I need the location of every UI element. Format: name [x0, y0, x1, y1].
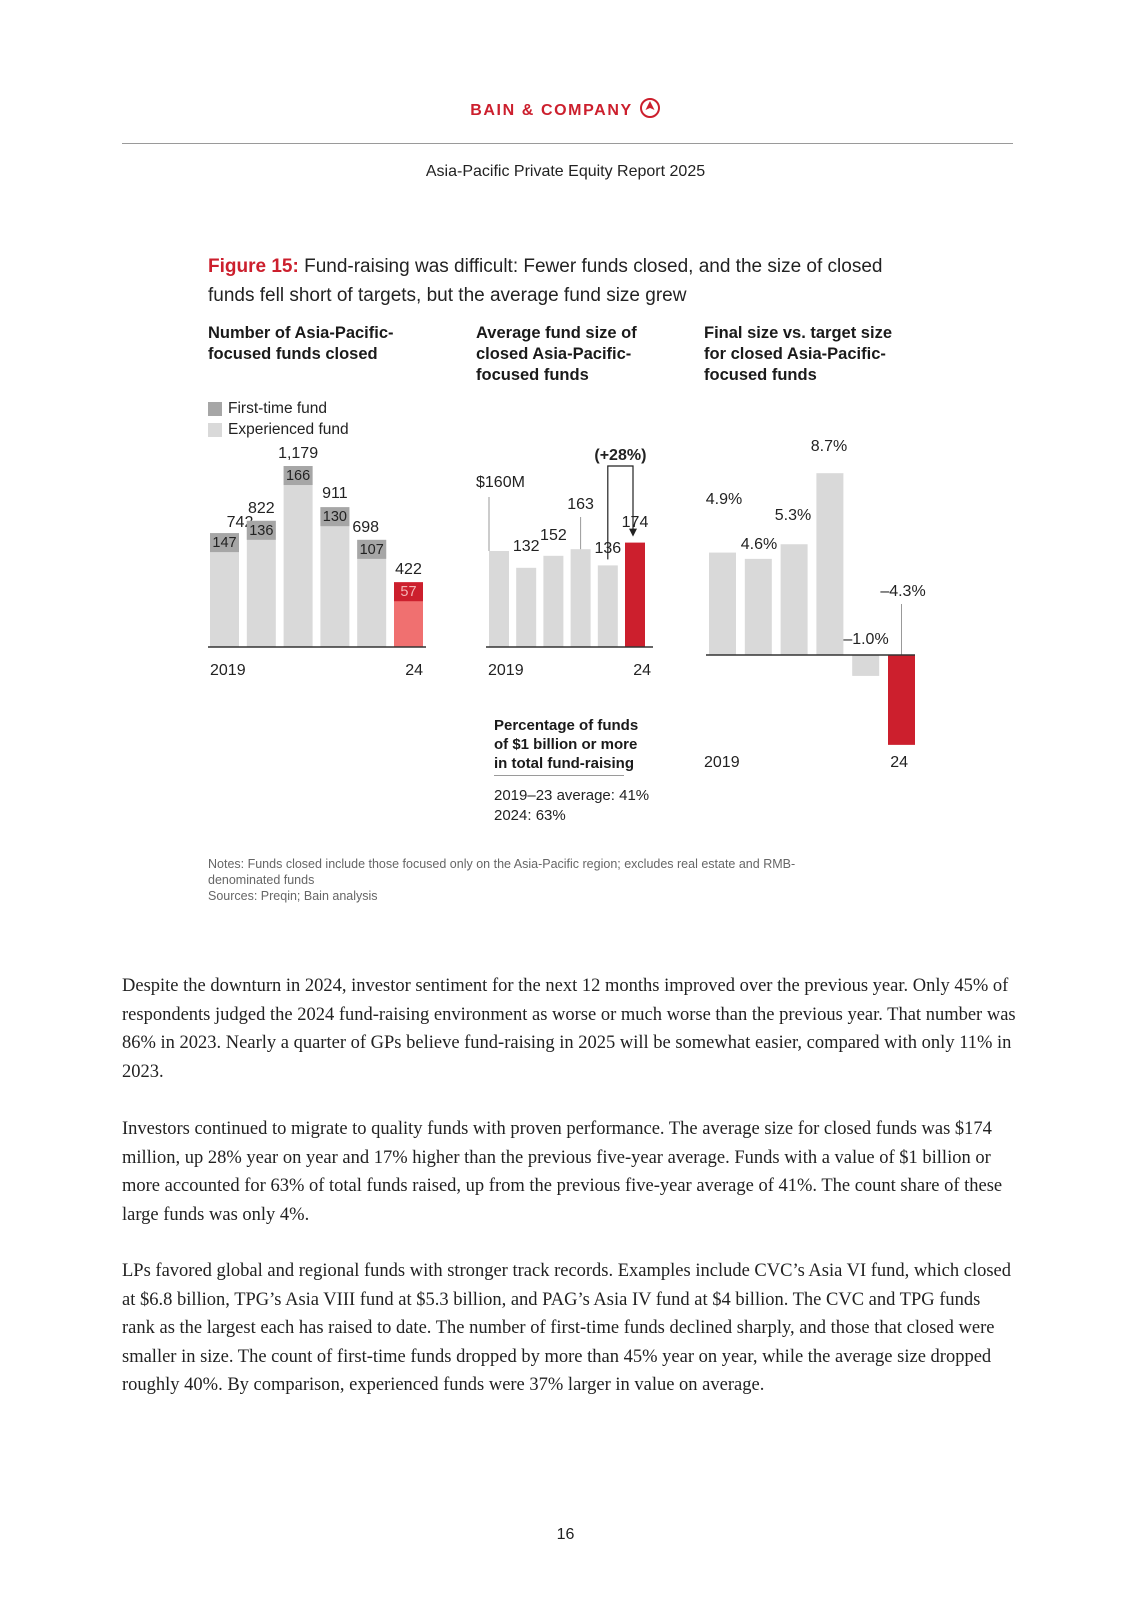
bar-total-label: 911 — [322, 485, 348, 502]
bar-experienced — [246, 520, 276, 647]
bar-first-time — [394, 582, 423, 602]
change-label: (+28%) — [594, 447, 646, 464]
brand-logo: BAIN & COMPANY — [0, 97, 1131, 120]
bar-experienced — [283, 466, 313, 647]
bar-average-size — [570, 549, 591, 647]
legend-item-first-time: First-time fund — [208, 398, 349, 419]
legend-label: First-time fund — [228, 399, 328, 417]
bar-first-time — [357, 539, 387, 559]
bar-value-label: 152 — [540, 527, 567, 544]
panel3-title-line: for closed Asia-Pacific- — [704, 345, 886, 363]
bar-value-label: 132 — [513, 538, 540, 555]
bar-final-vs-target — [888, 655, 915, 745]
brand-mark-icon — [639, 98, 660, 118]
legend-swatch-first-time — [208, 401, 222, 416]
legend-swatch-experienced — [208, 422, 222, 437]
bar-first-time — [246, 520, 276, 540]
bar-total-label: 742 — [227, 514, 254, 531]
bar-first-time-label: 107 — [360, 542, 384, 558]
bar-first-time — [210, 533, 239, 553]
panel2-title-line: closed Asia-Pacific- — [476, 345, 632, 363]
bar-value-label: 4.9% — [706, 491, 742, 508]
bar-total-label: 422 — [395, 561, 422, 578]
bar-value-label: –4.3% — [880, 583, 925, 600]
header-divider — [122, 143, 1013, 144]
bar-average-size — [516, 567, 537, 647]
bar-final-vs-target — [852, 655, 880, 676]
body-paragraph: LPs favored global and regional funds wi… — [122, 1261, 1012, 1395]
panel1-title-line: Number of Asia-Pacific- — [208, 324, 394, 342]
bar-first-time — [283, 466, 313, 486]
large-funds-divider — [494, 775, 624, 776]
bar-average-size — [597, 565, 618, 647]
change-bracket — [607, 465, 634, 560]
bar-total-label: 822 — [248, 500, 275, 517]
panel2-title-line: focused funds — [476, 366, 589, 384]
large-funds-title: Percentage of funds of $1 billion or mor… — [494, 716, 674, 773]
bar-value-label: 174 — [622, 514, 649, 531]
brand-name: BAIN & COMPANY — [470, 102, 633, 119]
figure-title: Figure 15: Fund-raising was difficult: F… — [208, 252, 928, 310]
bar-experienced — [320, 507, 350, 647]
bar-first-time-label: 166 — [286, 468, 310, 484]
panel1-title: Number of Asia-Pacific- focused funds cl… — [208, 323, 448, 365]
bar-average-size — [489, 551, 509, 647]
panel3-title: Final size vs. target size for closed As… — [704, 323, 944, 386]
bar-first-time-label: 147 — [212, 535, 236, 551]
large-funds-stats: 2019–23 average: 41% 2024: 63% — [494, 786, 694, 826]
x-tick-label: 24 — [633, 662, 651, 679]
panel3-title-line: focused funds — [704, 366, 817, 384]
x-tick-label: 24 — [890, 754, 908, 771]
bar-value-label: 163 — [567, 496, 594, 513]
bar-value-label: 5.3% — [775, 507, 811, 524]
bar-final-vs-target — [780, 544, 808, 655]
bar-value-label: –1.0% — [843, 631, 888, 648]
large-funds-average: 2019–23 average: 41% — [494, 787, 650, 804]
figure-label: Figure 15: — [208, 256, 299, 277]
panel2-title-line: Average fund size of — [476, 324, 637, 342]
bar-average-size — [543, 555, 564, 647]
bar-final-vs-target — [709, 552, 736, 655]
panel2-title: Average fund size of closed Asia-Pacific… — [476, 323, 686, 386]
notes-line: Notes: Funds closed include those focuse… — [208, 857, 796, 871]
figure-title-text: Fund-raising was difficult: Fewer funds … — [208, 256, 883, 306]
large-funds-title-line: Percentage of funds — [494, 717, 639, 734]
bar-final-vs-target — [744, 558, 772, 655]
page-number: 16 — [556, 1526, 575, 1543]
legend-label: Experienced fund — [228, 420, 349, 438]
panel3-title-line: Final size vs. target size — [704, 324, 892, 342]
bar-first-time-label: 57 — [400, 584, 416, 600]
bar-total-label: 1,179 — [278, 445, 318, 462]
x-tick-label: 2019 — [488, 662, 524, 679]
large-funds-title-line: of $1 billion or more — [494, 736, 638, 753]
legend-item-experienced: Experienced fund — [208, 419, 349, 440]
notes-line: denominated funds — [208, 873, 315, 887]
chart-legend: First-time fund Experienced fund — [208, 398, 349, 440]
bar-average-size — [625, 542, 645, 647]
bar-first-time-label: 136 — [249, 523, 273, 539]
x-tick-label: 2019 — [210, 662, 246, 679]
change-arrow-icon — [629, 528, 637, 537]
x-tick-label: 24 — [405, 662, 423, 679]
figure-notes: Notes: Funds closed include those focuse… — [208, 856, 908, 904]
large-funds-2024: 2024: 63% — [494, 807, 566, 824]
bar-final-vs-target — [816, 473, 844, 655]
bar-first-time-label: 130 — [323, 509, 347, 525]
panel1-title-line: focused funds closed — [208, 345, 378, 363]
bar-total-label: 698 — [352, 519, 379, 536]
bar-value-label: $160M — [476, 474, 525, 491]
sources-line: Sources: Preqin; Bain analysis — [208, 889, 378, 903]
body-paragraph: Investors continued to migrate to qualit… — [122, 1119, 1003, 1225]
large-funds-title-line: in total fund-raising — [494, 755, 634, 772]
bar-first-time — [320, 507, 350, 527]
bar-value-label: 8.7% — [811, 438, 847, 455]
body-paragraph: Despite the downturn in 2024, investor s… — [122, 976, 1016, 1082]
x-tick-label: 2019 — [704, 754, 740, 771]
bar-value-label: 4.6% — [741, 536, 777, 553]
report-title: Asia-Pacific Private Equity Report 2025 — [425, 163, 706, 180]
